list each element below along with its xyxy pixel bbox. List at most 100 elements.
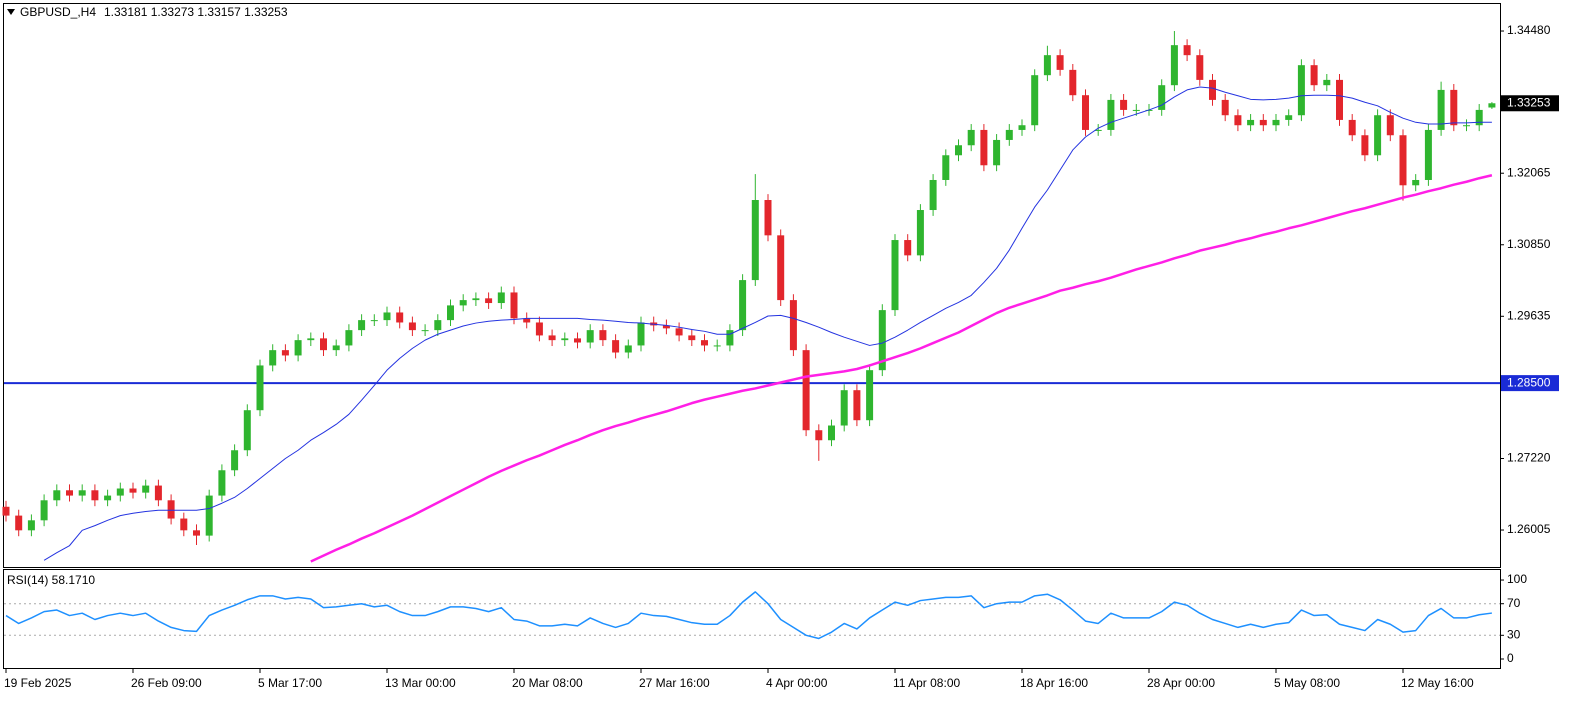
candle-body: [1196, 55, 1204, 80]
candle-body: [1043, 55, 1051, 76]
candle-body: [370, 320, 378, 322]
candle-body: [624, 345, 632, 353]
candle-body: [434, 320, 442, 331]
rsi-line: [5, 591, 1493, 640]
candle-body: [472, 298, 480, 301]
candle-body: [1323, 79, 1331, 86]
y-tick-label: 30: [1507, 627, 1521, 641]
candle-body: [396, 312, 404, 323]
collapse-arrow[interactable]: [7, 9, 15, 15]
moving-average: [43, 86, 1492, 561]
candle-body: [1437, 89, 1445, 130]
candle-body: [662, 325, 670, 329]
x-tick-label: 4 Apr 00:00: [766, 676, 828, 690]
candle-body: [1310, 65, 1318, 86]
candle-body: [675, 328, 683, 336]
candle-body: [294, 340, 302, 356]
last-price-box: [1501, 95, 1559, 112]
y-tick-label: 1.34480: [1507, 23, 1551, 37]
x-tick-label: 18 Apr 16:00: [1020, 676, 1088, 690]
moving-average: [310, 174, 1493, 563]
x-tick-label: 5 May 08:00: [1274, 676, 1340, 690]
candle-body: [231, 450, 239, 471]
candle-body: [777, 235, 785, 301]
candle-body: [256, 365, 264, 411]
candle-body: [142, 485, 150, 493]
candle-body: [1056, 55, 1064, 70]
candle-body: [459, 300, 467, 306]
y-tick-label: 1.29635: [1507, 308, 1551, 322]
candle-body: [1374, 115, 1382, 156]
candle-body: [853, 390, 861, 421]
candle-body: [1450, 89, 1458, 126]
candle-body: [1336, 79, 1343, 120]
y-tick-label: 1.26005: [1507, 522, 1551, 536]
candle-body: [447, 305, 454, 321]
y-tick-label: 1.30850: [1507, 237, 1551, 251]
candle-body: [993, 139, 1001, 166]
candle-body: [866, 370, 874, 421]
candle-body: [701, 340, 708, 346]
rsi-pane-frame: [3, 569, 1501, 669]
candle-body: [281, 350, 289, 356]
candle-body: [1221, 99, 1229, 116]
rsi-title: RSI(14) 58.1710: [7, 573, 95, 587]
candle-body: [1386, 115, 1394, 136]
x-tick-label: 12 May 16:00: [1401, 676, 1474, 690]
candle-body: [916, 210, 924, 256]
y-tick-label: 100: [1507, 572, 1527, 586]
x-tick-label: 26 Feb 09:00: [131, 676, 202, 690]
candle-body: [612, 340, 620, 353]
candle-body: [91, 490, 99, 501]
candle-body: [967, 129, 975, 146]
candle-body: [497, 292, 505, 304]
candle-body: [1094, 129, 1102, 131]
candle-body: [510, 292, 518, 319]
candle-body: [1463, 125, 1470, 127]
candle-body: [15, 515, 23, 531]
candle-body: [904, 240, 912, 256]
candle-body: [891, 240, 899, 311]
candle-body: [561, 338, 569, 341]
candle-body: [1361, 135, 1369, 156]
candle-body: [408, 322, 416, 331]
candle-body: [193, 530, 200, 536]
candle-body: [726, 330, 734, 346]
candle-body: [713, 345, 721, 347]
candle-body: [27, 520, 35, 531]
candle-body: [320, 338, 327, 351]
candle-body: [218, 470, 226, 496]
candle-body: [1107, 99, 1115, 130]
candle-body: [40, 500, 48, 521]
candle-body: [764, 200, 772, 236]
candle-body: [1285, 115, 1293, 120]
candle-body: [815, 430, 823, 441]
y-tick-label: 1.27220: [1507, 451, 1551, 465]
candle-body: [929, 179, 937, 211]
price-pane-frame: [3, 3, 1501, 568]
x-tick-label: 11 Apr 08:00: [893, 676, 960, 690]
candle-body: [1272, 119, 1280, 126]
y-tick-label: 70: [1507, 596, 1521, 610]
level-label-box: [1501, 375, 1559, 392]
candle-body: [1170, 45, 1178, 86]
y-tick-label: 1.32065: [1507, 165, 1551, 179]
candle-body: [167, 500, 175, 519]
candle-body: [637, 322, 645, 346]
candle-body: [1132, 109, 1140, 111]
candle-body: [1082, 95, 1089, 130]
candle-body: [942, 155, 950, 180]
candle-body: [180, 518, 188, 531]
x-tick-label: 27 Mar 16:00: [639, 676, 710, 690]
candle-body: [980, 129, 988, 166]
candle-body: [1005, 129, 1013, 140]
candle-body: [586, 330, 594, 343]
candle-body: [66, 490, 73, 496]
candle-body: [599, 330, 607, 341]
candle-body: [345, 330, 353, 346]
candle-body: [1412, 179, 1420, 186]
candle-body: [1399, 135, 1407, 186]
